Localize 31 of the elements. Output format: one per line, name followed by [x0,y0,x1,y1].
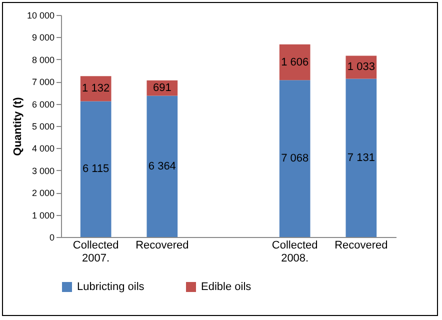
x-tick-label: Recovered [334,240,388,252]
bar [80,101,112,237]
data-label: 691 [152,82,172,94]
y-tick-label: 4 000 [32,144,54,154]
y-tick-label: 1 000 [32,210,54,220]
data-label: 7 068 [281,152,309,165]
y-tick-label: 8 000 [32,54,54,65]
y-tick-label: 2 000 [32,188,54,198]
y-tick-label: 9 000 [32,32,54,43]
x-tick-label: Collected 2008. [272,240,318,264]
data-label: 6 364 [148,160,176,172]
y-tick-label: 0 [49,232,54,242]
y-tick-label: 10 000 [26,10,54,20]
y-tick-label: 7 000 [32,77,54,88]
bar [279,80,310,237]
bar [146,96,178,237]
legend-label: Edible oils [201,281,252,293]
data-label: 1 606 [281,56,309,68]
data-label: 7 131 [347,152,375,164]
y-tick-label: 5 000 [32,122,54,132]
y-tick-label: 3 000 [32,166,54,176]
x-tick-label: Recovered [136,240,189,252]
bar [279,44,310,80]
legend-label: Lubricting oils [77,281,145,293]
y-axis-title: Quantity (t) [12,96,24,156]
data-label: 1 033 [347,61,375,74]
data-label: 1 132 [82,82,110,95]
y-tick-label: 6 000 [32,99,54,110]
x-tick-label: Collected 2007. [72,240,119,264]
data-label: 6 115 [82,163,110,176]
bar [346,78,377,237]
